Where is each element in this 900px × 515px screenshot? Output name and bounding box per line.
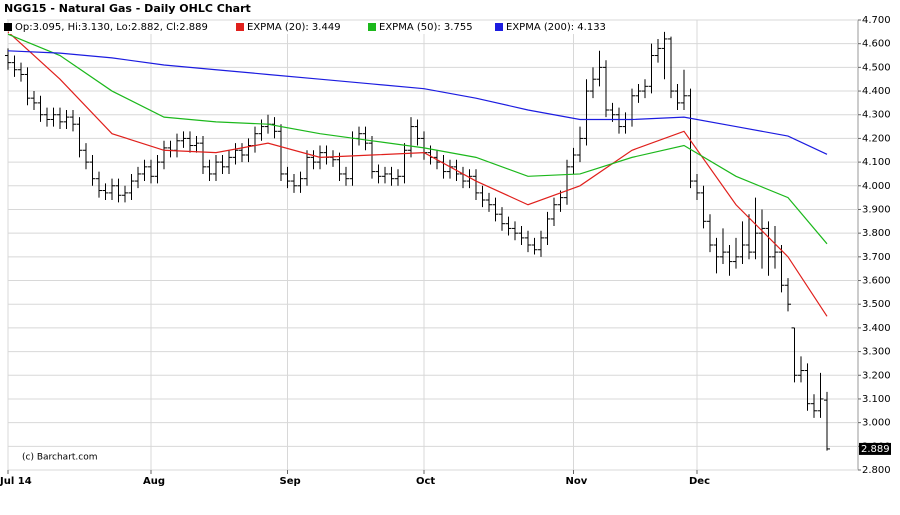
y-tick-label: 3.600 xyxy=(862,276,891,287)
legend-label: Op:3.095, Hi:3.130, Lo:2.882, Cl:2.889 xyxy=(15,22,208,33)
y-tick-label: 4.400 xyxy=(862,86,891,97)
ema-line xyxy=(7,33,828,245)
legend-swatch xyxy=(368,23,376,31)
y-tick-label: 3.400 xyxy=(862,323,891,334)
y-tick-label: 4.300 xyxy=(862,110,891,121)
y-tick-label: 3.800 xyxy=(862,228,891,239)
last-price-box xyxy=(859,442,891,455)
y-tick-label: 3.500 xyxy=(862,299,891,310)
source: (c) Barchart.com xyxy=(22,453,98,463)
legend-label: EXPMA (200): 4.133 xyxy=(506,22,606,33)
legend-bg xyxy=(9,21,634,34)
y-tick-label: 4.700 xyxy=(862,15,891,26)
legend-label: EXPMA (50): 3.755 xyxy=(379,22,473,33)
x-tick-label: Aug xyxy=(143,476,165,487)
y-tick-label: 4.200 xyxy=(862,133,891,144)
y-tick-label: 4.100 xyxy=(862,157,891,168)
y-tick-label: 4.000 xyxy=(862,181,891,192)
y-tick-label: 3.200 xyxy=(862,370,891,381)
x-tick-label: Nov xyxy=(566,476,588,487)
y-tick-label: 3.300 xyxy=(862,347,891,358)
legend-label: EXPMA (20): 3.449 xyxy=(247,22,341,33)
x-tick-label: Sep xyxy=(280,476,301,487)
y-tick-label: 4.600 xyxy=(862,39,891,50)
y-tick-label: 3.000 xyxy=(862,418,891,429)
legend-swatch xyxy=(495,23,503,31)
legend-swatch xyxy=(236,23,244,31)
x-tick-label: Oct xyxy=(416,476,435,487)
y-tick-label: 2.800 xyxy=(862,465,891,476)
y-tick-label: 3.700 xyxy=(862,252,891,263)
ema-line xyxy=(7,50,828,155)
y-tick-label: 3.900 xyxy=(862,204,891,215)
plot-area xyxy=(7,19,859,471)
x-tick-label: Jul 14 xyxy=(0,476,32,487)
legend-swatch xyxy=(4,23,12,31)
y-tick-label: 3.100 xyxy=(862,394,891,405)
last-price: 2.889 xyxy=(861,444,890,455)
y-tick-label: 4.500 xyxy=(862,62,891,73)
chart-title: NGG15 - Natural Gas - Daily OHLC Chart xyxy=(4,2,251,15)
x-tick-label: Dec xyxy=(689,476,710,487)
